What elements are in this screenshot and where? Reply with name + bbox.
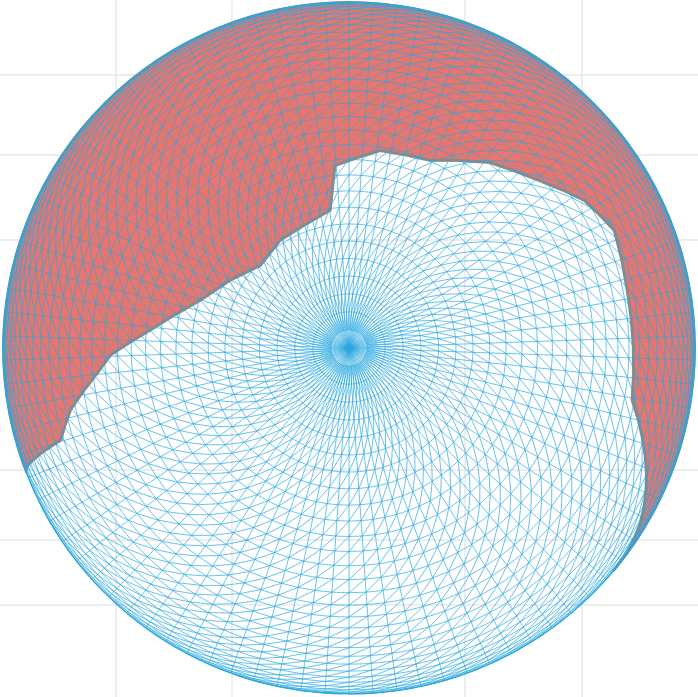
chart — [0, 0, 698, 697]
sphere-outline — [3, 2, 695, 694]
mesh — [3, 2, 695, 694]
background-grid — [0, 0, 698, 697]
plot-area — [3, 2, 695, 694]
